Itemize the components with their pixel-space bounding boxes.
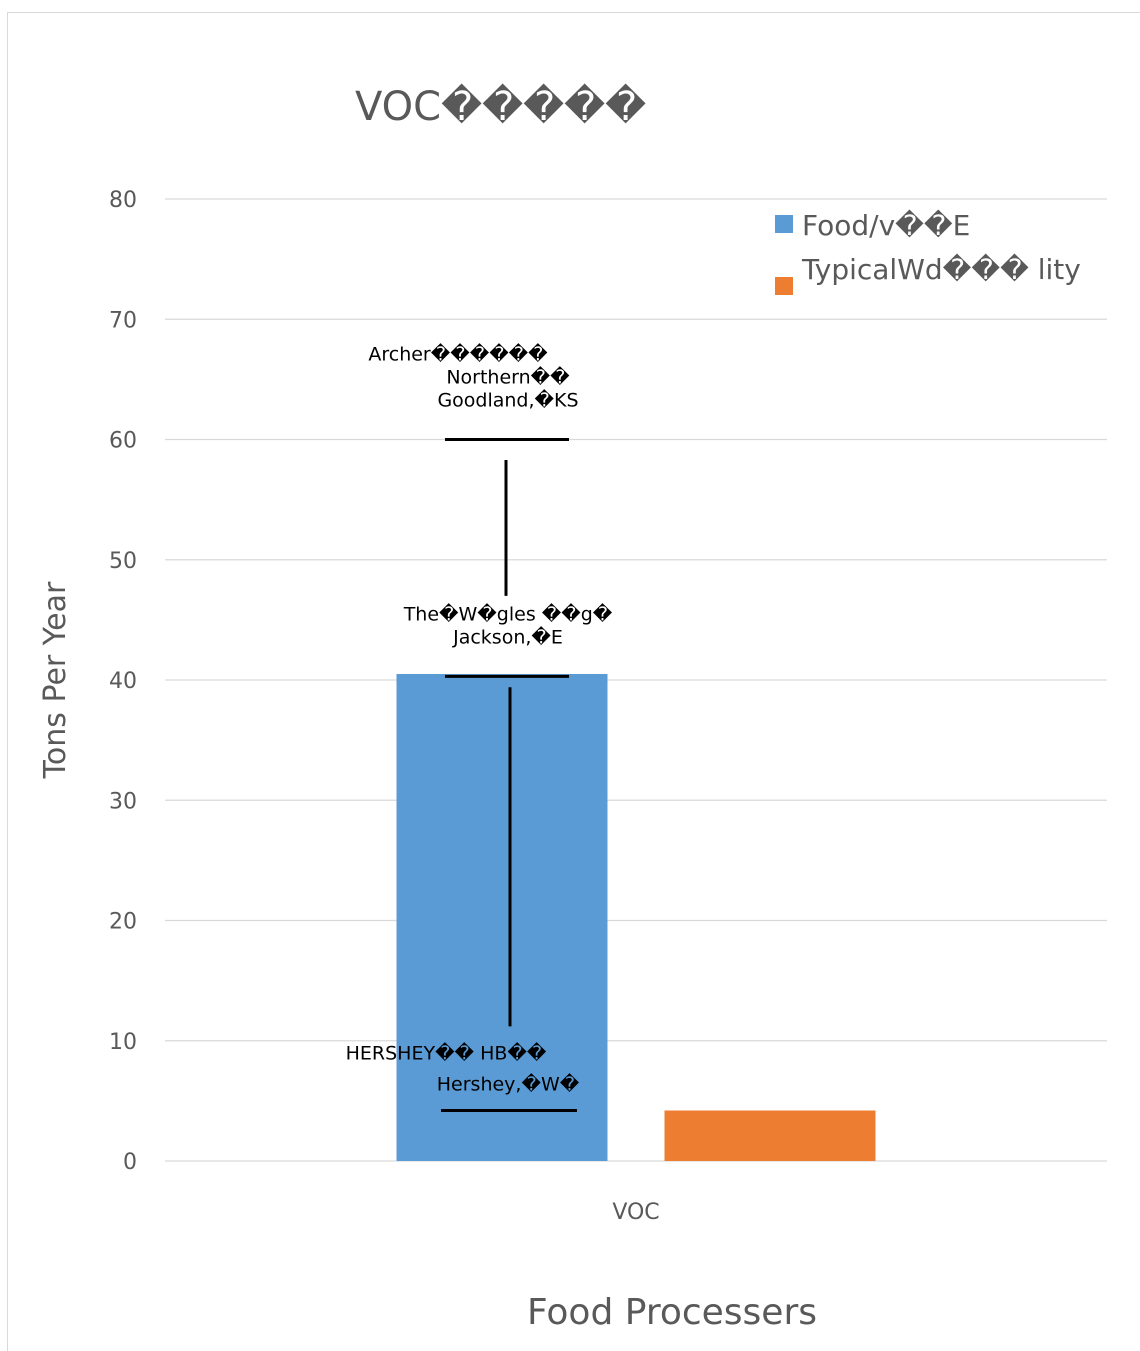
y-tick-label: 0 (123, 1150, 137, 1175)
range-marker-label: HERSHEY�� HB�� (346, 1041, 547, 1064)
y-tick-label: 20 (109, 910, 137, 935)
bar (664, 1110, 876, 1161)
legend-swatch (775, 215, 793, 233)
range-marker-label: Archer������ (368, 343, 548, 366)
gridlines (165, 198, 1107, 1162)
chart-frame (7, 12, 1140, 1351)
legend-label: TypicalWd��� lity (801, 253, 1081, 286)
y-tick-label: 70 (109, 308, 137, 333)
x-axis-title: Food Processers (527, 1292, 817, 1333)
bars (396, 673, 876, 1161)
range-marker-label: Northern�� (446, 366, 570, 389)
y-axis-title: Tons Per Year (38, 581, 73, 779)
y-tick-label: 50 (109, 549, 137, 574)
legend: Food/v��E TypicalWd��� lity (775, 209, 1081, 295)
chart-title: VOC����� (355, 83, 646, 130)
legend-swatch (775, 277, 793, 295)
legend-label: Food/v��E (802, 209, 970, 242)
range-marker-label: Jackson,�E (452, 625, 563, 648)
range-marker-label: Hershey,�W� (437, 1072, 580, 1095)
y-tick-label: 30 (109, 789, 137, 814)
y-tick-labels: 0 10 20 30 40 50 60 70 80 (109, 188, 137, 1175)
y-tick-label: 40 (109, 669, 137, 694)
y-tick-label: 80 (109, 188, 137, 213)
x-tick-labels: VOC (612, 1200, 659, 1225)
range-markers: Archer������Northern��Goodland,�KS The�W�… (346, 343, 613, 1112)
y-tick-label: 60 (109, 429, 137, 454)
range-marker-label: Goodland,�KS (437, 389, 578, 412)
bar (396, 673, 608, 1161)
x-tick-label: VOC (612, 1200, 659, 1225)
range-marker-label: The�W�gles ��g� (403, 602, 613, 625)
y-tick-label: 10 (109, 1030, 137, 1055)
